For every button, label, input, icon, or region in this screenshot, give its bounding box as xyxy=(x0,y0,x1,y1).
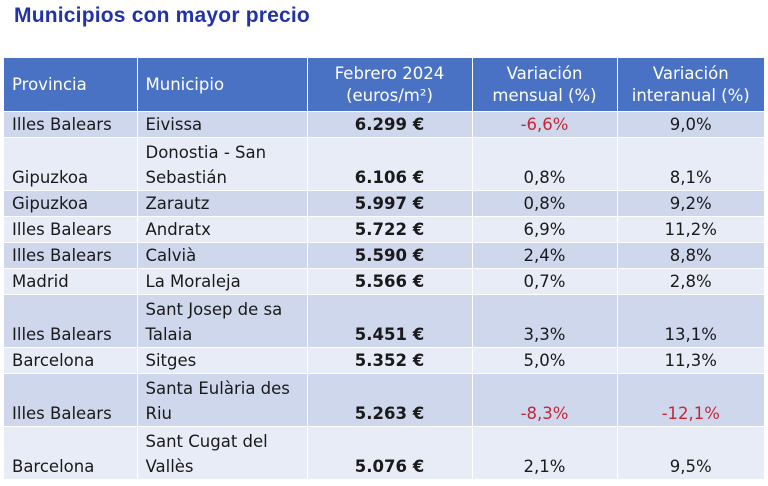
cell-precio: 5.722 € xyxy=(307,216,473,243)
cell-interanual: 13,1% xyxy=(617,294,764,348)
cell-interanual: -12,1% xyxy=(617,373,764,427)
cell-precio: 5.566 € xyxy=(307,268,473,295)
cell-interanual: 11,2% xyxy=(617,216,764,243)
cell-provincia: Illes Balears xyxy=(4,373,138,427)
cell-provincia: Gipuzkoa xyxy=(4,137,138,191)
cell-precio: 5.997 € xyxy=(307,190,473,217)
table-row: Illes Balears Calvià 5.590 € 2,4% 8,8% xyxy=(4,242,764,269)
cell-interanual: 8,8% xyxy=(617,242,764,269)
cell-mensual: 2,4% xyxy=(472,242,618,269)
table-row: Gipuzkoa Donostia - San Sebastián 6.106 … xyxy=(4,137,764,191)
table-row: Madrid La Moraleja 5.566 € 0,7% 2,8% xyxy=(4,268,764,295)
cell-interanual: 11,3% xyxy=(617,347,764,374)
prices-table: Provincia Municipio Febrero 2024 (euros/… xyxy=(4,58,764,479)
cell-mensual: -6,6% xyxy=(472,111,618,138)
cell-interanual: 9,2% xyxy=(617,190,764,217)
cell-provincia: Illes Balears xyxy=(4,242,138,269)
cell-interanual: 2,8% xyxy=(617,268,764,295)
table-row: Barcelona Sitges 5.352 € 5,0% 11,3% xyxy=(4,347,764,374)
table-row: Illes Balears Eivissa 6.299 € -6,6% 9,0% xyxy=(4,111,764,138)
cell-provincia: Madrid xyxy=(4,268,138,295)
table-row: Illes Balears Sant Josep de sa Talaia 5.… xyxy=(4,294,764,348)
cell-precio: 5.076 € xyxy=(307,426,473,479)
cell-municipio: Santa Eulària des Riu xyxy=(137,373,308,427)
table-row: Gipuzkoa Zarautz 5.997 € 0,8% 9,2% xyxy=(4,190,764,217)
cell-mensual: 3,3% xyxy=(472,294,618,348)
cell-precio: 6.299 € xyxy=(307,111,473,138)
cell-mensual: 2,1% xyxy=(472,426,618,479)
cell-provincia: Illes Balears xyxy=(4,294,138,348)
cell-municipio: Andratx xyxy=(137,216,308,243)
page-title: Municipios con mayor precio xyxy=(14,4,310,27)
cell-mensual: 0,8% xyxy=(472,190,618,217)
cell-provincia: Illes Balears xyxy=(4,111,138,138)
cell-mensual: 5,0% xyxy=(472,347,618,374)
cell-municipio: Eivissa xyxy=(137,111,308,138)
cell-precio: 5.590 € xyxy=(307,242,473,269)
cell-provincia: Gipuzkoa xyxy=(4,190,138,217)
cell-municipio: La Moraleja xyxy=(137,268,308,295)
cell-mensual: 0,8% xyxy=(472,137,618,191)
table-row: Illes Balears Andratx 5.722 € 6,9% 11,2% xyxy=(4,216,764,243)
cell-municipio: Calvià xyxy=(137,242,308,269)
cell-precio: 5.451 € xyxy=(307,294,473,348)
header-precio: Febrero 2024 (euros/m²) xyxy=(307,58,473,112)
header-municipio: Municipio xyxy=(137,58,308,112)
table-row: Illes Balears Santa Eulària des Riu 5.26… xyxy=(4,373,764,427)
header-variacion-interanual: Variación interanual (%) xyxy=(617,58,764,112)
cell-precio: 6.106 € xyxy=(307,137,473,191)
cell-precio: 5.263 € xyxy=(307,373,473,427)
cell-municipio: Donostia - San Sebastián xyxy=(137,137,308,191)
cell-municipio: Sant Josep de sa Talaia xyxy=(137,294,308,348)
cell-municipio: Sitges xyxy=(137,347,308,374)
cell-mensual: -8,3% xyxy=(472,373,618,427)
cell-interanual: 9,0% xyxy=(617,111,764,138)
cell-municipio: Zarautz xyxy=(137,190,308,217)
cell-interanual: 9,5% xyxy=(617,426,764,479)
cell-provincia: Illes Balears xyxy=(4,216,138,243)
cell-mensual: 6,9% xyxy=(472,216,618,243)
table-row: Barcelona Sant Cugat del Vallès 5.076 € … xyxy=(4,426,764,479)
table-header-row: Provincia Municipio Febrero 2024 (euros/… xyxy=(4,58,764,112)
cell-municipio: Sant Cugat del Vallès xyxy=(137,426,308,479)
header-variacion-mensual: Variación mensual (%) xyxy=(472,58,618,112)
header-provincia: Provincia xyxy=(4,58,138,112)
cell-mensual: 0,7% xyxy=(472,268,618,295)
cell-precio: 5.352 € xyxy=(307,347,473,374)
cell-provincia: Barcelona xyxy=(4,347,138,374)
cell-interanual: 8,1% xyxy=(617,137,764,191)
cell-provincia: Barcelona xyxy=(4,426,138,479)
